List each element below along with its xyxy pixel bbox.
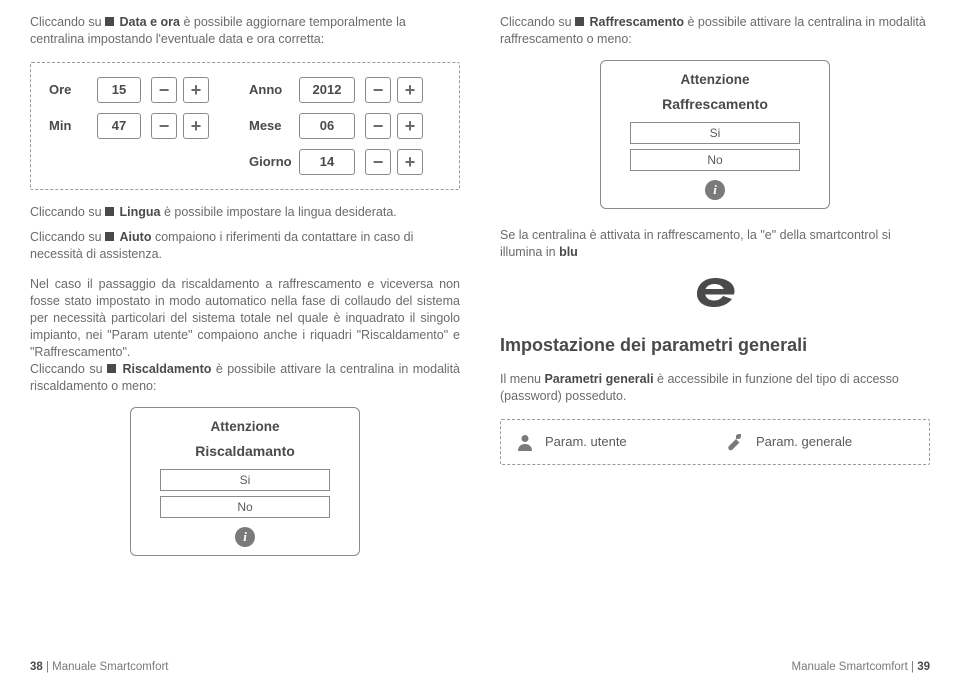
big-text: Nel caso il passaggio da riscaldamento a… [30, 276, 460, 394]
riscaldamento-card: Attenzione Riscaldamanto Si No i [130, 407, 360, 556]
mese-plus-button[interactable]: + [397, 113, 423, 139]
anno-label: Anno [249, 81, 299, 99]
min-plus-button[interactable]: + [183, 113, 209, 139]
row-ore-anno: Ore 15 − + Anno 2012 − + [49, 77, 441, 103]
right-footer: Manuale Smartcomfort | 39 [500, 644, 930, 676]
raff-si-button[interactable]: Si [630, 122, 800, 144]
right-page: Cliccando su Raffrescamento è possibile … [500, 14, 930, 676]
user-icon [513, 430, 537, 454]
min-label: Min [49, 117, 97, 135]
ore-label: Ore [49, 81, 97, 99]
giorno-minus-button[interactable]: − [365, 149, 391, 175]
row-giorno: Giorno 14 − + [49, 149, 441, 175]
ore-minus-button[interactable]: − [151, 77, 177, 103]
card-title-r: Attenzione [681, 71, 750, 89]
left-footer: 38 | Manuale Smartcomfort [30, 644, 460, 676]
risc-no-button[interactable]: No [160, 496, 330, 518]
anno-value: 2012 [299, 77, 355, 103]
min-value: 47 [97, 113, 141, 139]
pg-text: Il menu Parametri generali è accessibile… [500, 371, 930, 405]
e-logo-icon [692, 275, 738, 309]
ore-plus-button[interactable]: + [183, 77, 209, 103]
datetime-panel: Ore 15 − + Anno 2012 − + Min 47 [30, 62, 460, 190]
risc-si-button[interactable]: Si [160, 469, 330, 491]
intro-text: Cliccando su Data e ora è possibile aggi… [30, 14, 460, 48]
intro-text-right: Cliccando su Raffrescamento è possibile … [500, 14, 930, 48]
param-utente-label: Param. utente [545, 433, 627, 451]
min-minus-button[interactable]: − [151, 113, 177, 139]
info-icon-r: i [705, 180, 725, 200]
mese-value: 06 [299, 113, 355, 139]
anno-minus-button[interactable]: − [365, 77, 391, 103]
params-bar: Param. utente Param. generale [500, 419, 930, 465]
param-generale-label: Param. generale [756, 433, 852, 451]
info-icon: i [235, 527, 255, 547]
param-generale-button[interactable]: Param. generale [724, 430, 917, 454]
azzurro-text: Se la centralina è attivata in raffresca… [500, 227, 930, 261]
anno-plus-button[interactable]: + [397, 77, 423, 103]
page-number-r: 39 [917, 661, 930, 673]
footer-rest: | Manuale Smartcomfort [43, 661, 169, 673]
card-title: Attenzione [211, 418, 280, 436]
ore-value: 15 [97, 77, 141, 103]
card-subtitle: Riscaldamanto [195, 442, 295, 461]
page-number: 38 [30, 661, 43, 673]
lingua-text: Cliccando su Lingua è possibile impostar… [30, 204, 460, 221]
left-page: Cliccando su Data e ora è possibile aggi… [30, 14, 460, 676]
mese-label: Mese [249, 117, 299, 135]
card-subtitle-r: Raffrescamento [662, 95, 768, 114]
section-heading: Impostazione dei parametri generali [500, 333, 930, 357]
mese-minus-button[interactable]: − [365, 113, 391, 139]
wrench-icon [724, 430, 748, 454]
giorno-label: Giorno [249, 153, 299, 171]
param-utente-button[interactable]: Param. utente [513, 430, 706, 454]
raff-no-button[interactable]: No [630, 149, 800, 171]
giorno-plus-button[interactable]: + [397, 149, 423, 175]
giorno-value: 14 [299, 149, 355, 175]
row-min-mese: Min 47 − + Mese 06 − + [49, 113, 441, 139]
raffrescamento-card: Attenzione Raffrescamento Si No i [600, 60, 830, 209]
aiuto-text: Cliccando su Aiuto compaiono i riferimen… [30, 229, 460, 263]
footer-pre: Manuale Smartcomfort | [792, 661, 918, 673]
